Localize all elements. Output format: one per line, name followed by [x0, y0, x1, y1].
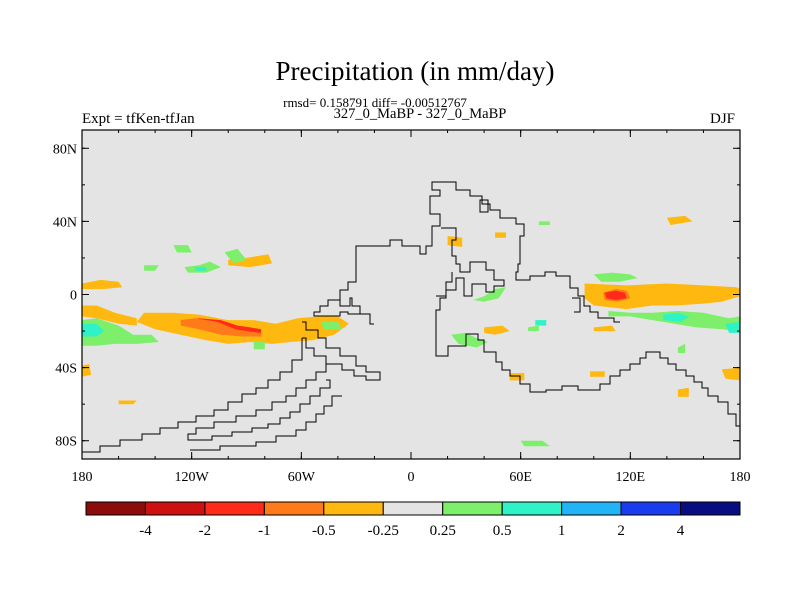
contour-region — [593, 272, 638, 282]
experiment-label: Expt = tfKen-tfJan — [82, 111, 195, 127]
colorbar-label: -4 — [139, 523, 152, 539]
x-tick-label: 120W — [175, 470, 210, 485]
coastline — [187, 364, 331, 441]
y-tick-label: 40N — [53, 215, 77, 230]
colorbar-box — [85, 501, 146, 516]
colorbar-box — [263, 501, 325, 516]
x-tick-label: 60E — [509, 470, 532, 485]
y-tick-label: 80S — [55, 435, 77, 450]
contour-region — [593, 325, 616, 332]
contour-region — [253, 342, 265, 350]
y-tick-label: 40S — [55, 362, 77, 377]
coastline — [572, 297, 581, 313]
coastline — [190, 395, 342, 451]
colorbar-label: 1 — [558, 523, 566, 539]
contour-region — [447, 236, 463, 247]
contour-region — [321, 321, 342, 330]
contour-region — [118, 400, 137, 405]
contour-region — [82, 305, 137, 326]
continent-outlines — [82, 181, 740, 453]
colorbar-label: -0.25 — [368, 523, 399, 539]
contour-region — [144, 265, 159, 271]
colorbar-box — [204, 501, 265, 516]
contour-region — [604, 290, 627, 300]
x-tick-label: 180 — [72, 470, 93, 485]
axes: 180 120W 60W 0 60E 120E 180 80N 40N 0 40S 80S — [53, 130, 751, 485]
contour-region — [535, 320, 547, 326]
coastline — [441, 181, 620, 323]
x-tick-label: 180 — [730, 470, 751, 485]
contour-region — [725, 321, 740, 333]
x-tick-label: 0 — [408, 470, 415, 485]
y-tick-label: 80N — [53, 142, 77, 157]
contour-region — [666, 215, 693, 225]
contour-region — [590, 371, 605, 377]
contour-region — [82, 318, 159, 346]
coastline — [479, 199, 489, 213]
contour-regions — [82, 215, 740, 447]
colorbar-label: 0.5 — [493, 523, 512, 539]
contour-region — [451, 332, 488, 348]
coastline — [313, 181, 441, 325]
contour-region — [473, 287, 506, 302]
chart-title: Precipitation (in mm/day) — [275, 56, 555, 86]
contour-region — [228, 254, 273, 268]
x-tick-label: 60W — [288, 470, 316, 485]
colorbar-label: 2 — [617, 523, 625, 539]
contour-region — [528, 325, 539, 332]
contour-region — [584, 283, 740, 310]
colorbar-label: -1 — [258, 523, 271, 539]
colorbar-box — [561, 501, 622, 516]
colorbar-box — [323, 501, 384, 516]
contour-region — [495, 232, 506, 238]
colorbar-box — [442, 501, 503, 516]
season-label: DJF — [710, 111, 736, 127]
colorbar-label: -0.5 — [312, 523, 336, 539]
contour-region — [180, 318, 262, 337]
colorbar-label: -2 — [199, 523, 212, 539]
y-tick-label: 0 — [70, 289, 77, 304]
contour-region — [224, 248, 247, 264]
colorbar-label: 0.25 — [430, 523, 456, 539]
contour-region — [173, 245, 192, 253]
x-tick-label: 120E — [616, 470, 646, 485]
contour-region — [82, 323, 104, 337]
coastline — [302, 321, 381, 381]
contour-region — [721, 367, 740, 381]
colorbar-label: 4 — [677, 523, 685, 539]
contour-region — [520, 440, 550, 447]
contour-region — [677, 343, 686, 353]
colorbar-box — [144, 501, 206, 516]
coastline — [435, 227, 740, 427]
contour-region — [663, 312, 689, 322]
colorbar-box — [680, 501, 741, 516]
contour-region — [509, 373, 525, 381]
stats-line: rmsd= 0.158791 diff= -0.00512767 — [283, 95, 467, 110]
contour-region — [677, 387, 689, 397]
colorbar: -4 -2 -1 -0.5 -0.25 0.25 0.5 1 2 4 — [85, 501, 741, 539]
colorbar-box — [620, 501, 682, 516]
coastline — [339, 297, 361, 314]
contour-region — [484, 325, 510, 335]
contour-region — [195, 267, 207, 271]
coastline — [82, 338, 303, 453]
contour-region — [82, 279, 123, 289]
contour-region — [538, 221, 550, 225]
coastline — [436, 272, 453, 297]
colorbar-box — [382, 501, 444, 516]
colorbar-box — [501, 501, 563, 516]
center-label: 327_0_MaBP - 327_0_MaBP — [333, 106, 507, 122]
